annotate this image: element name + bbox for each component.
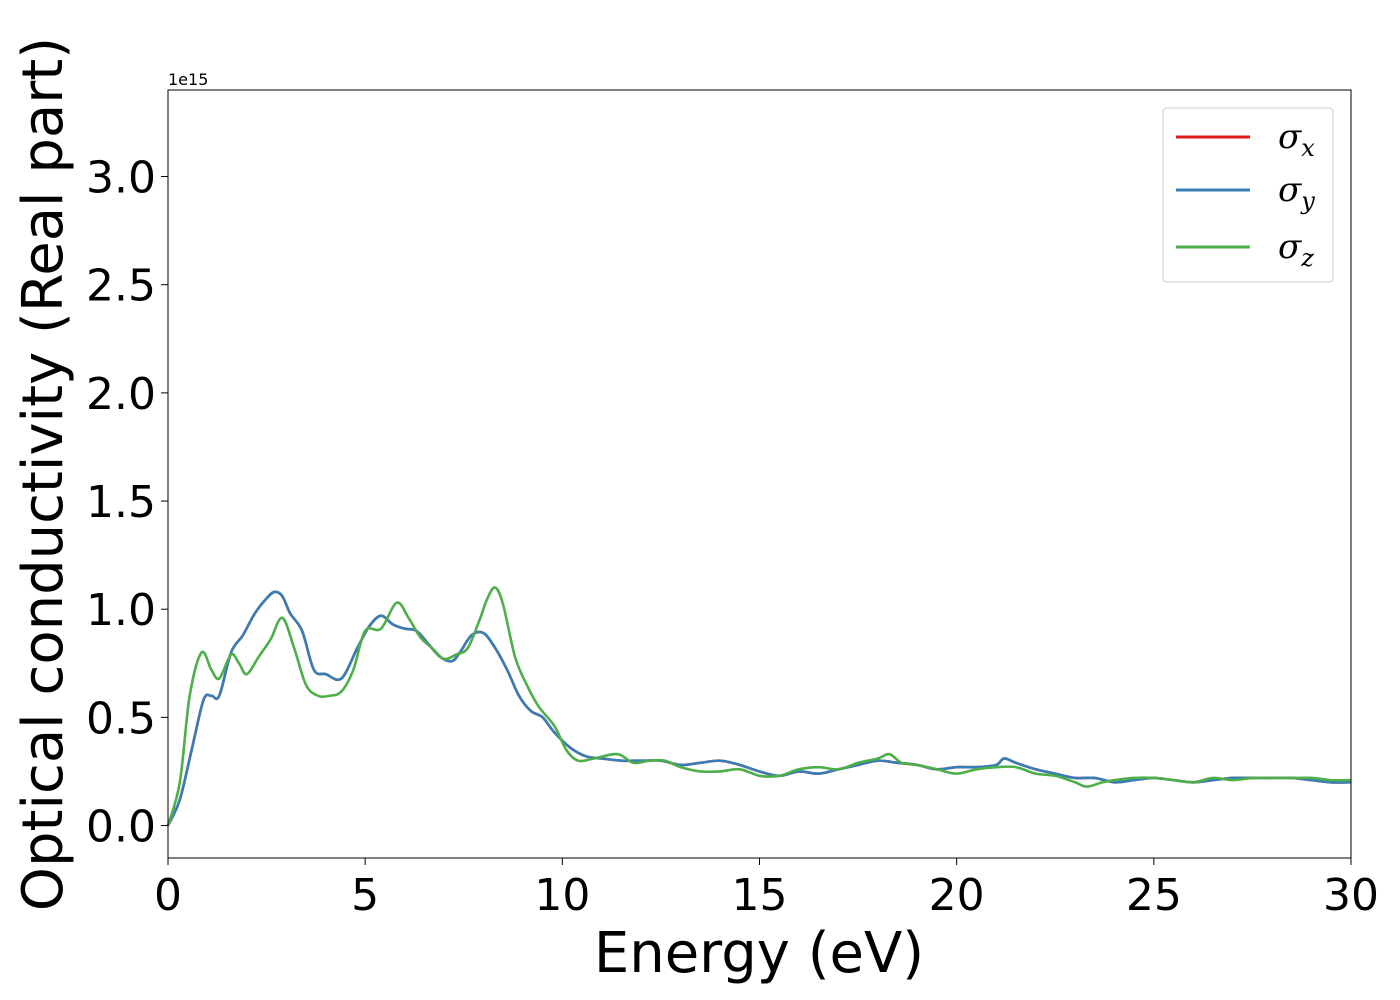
y-tick-label: 0.0 (86, 802, 156, 853)
y-axis: 0.0 0.5 1.0 1.5 2.0 2.5 3.0 (86, 153, 168, 853)
x-tick-label: 0 (154, 870, 182, 921)
y-offset-label: 1e15 (168, 70, 208, 89)
y-tick-label: 0.5 (86, 693, 156, 744)
x-tick-label: 10 (534, 870, 590, 921)
x-axis-title: Energy (eV) (594, 921, 924, 986)
x-tick-label: 5 (351, 870, 379, 921)
x-tick-label: 20 (929, 870, 985, 921)
series-line-sigma-y (166, 590, 1352, 827)
series-layer (166, 586, 1352, 827)
legend-label-sigma-z: σz (1278, 227, 1314, 272)
y-tick-label: 2.5 (86, 261, 156, 312)
y-tick-label: 2.0 (86, 369, 156, 420)
y-tick-label: 3.0 (86, 153, 156, 204)
legend-label-sigma-x: σx (1278, 117, 1315, 162)
x-tick-label: 30 (1323, 870, 1379, 921)
legend: σx σy σz (1162, 107, 1334, 283)
legend-box (1162, 107, 1334, 283)
legend-label-sigma-y: σy (1278, 170, 1315, 215)
x-axis: 0 5 10 15 20 25 30 (154, 858, 1379, 921)
y-tick-label: 1.0 (86, 585, 156, 636)
y-tick-label: 1.5 (86, 477, 156, 528)
series-line-sigma-z (166, 586, 1352, 826)
y-axis-title: Optical conductivity (Real part) (11, 37, 76, 911)
x-tick-label: 15 (732, 870, 788, 921)
x-tick-label: 25 (1126, 870, 1182, 921)
